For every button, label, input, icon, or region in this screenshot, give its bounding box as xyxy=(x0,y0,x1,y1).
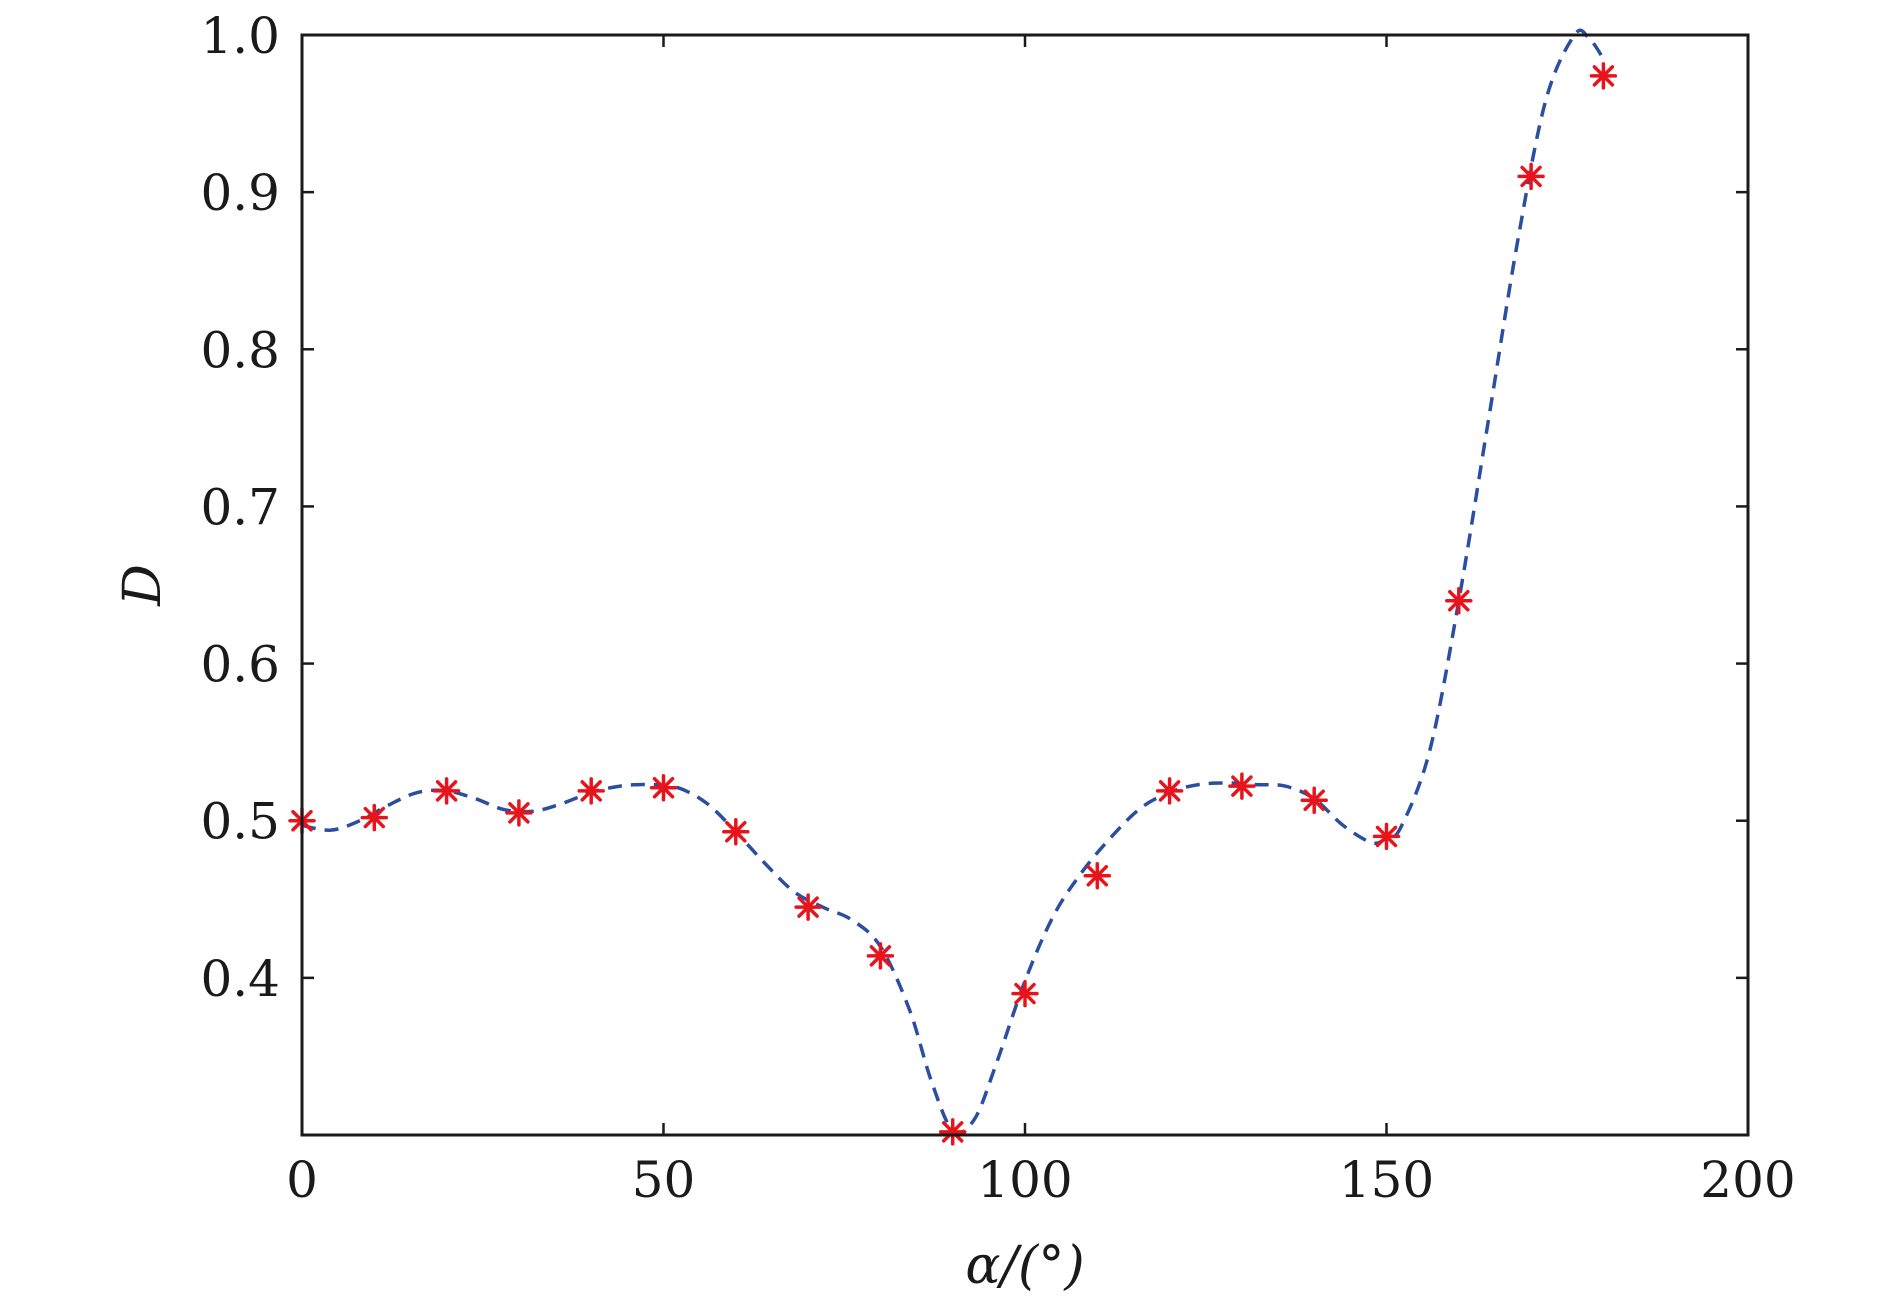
data-point xyxy=(649,773,678,802)
data-point xyxy=(1155,777,1184,805)
x-tick-label: 150 xyxy=(1339,1151,1434,1209)
y-tick-label: 0.7 xyxy=(200,478,280,536)
markers-group xyxy=(288,62,1618,1146)
data-point xyxy=(505,799,533,827)
x-tick-label: 0 xyxy=(286,1151,318,1209)
data-point xyxy=(1011,979,1039,1008)
data-point xyxy=(1589,62,1618,90)
data-point xyxy=(938,1118,967,1146)
data-point xyxy=(1372,822,1401,851)
plot-frame xyxy=(300,33,1750,1137)
ticks-group xyxy=(300,33,1750,1135)
data-point xyxy=(794,893,822,921)
data-point xyxy=(360,803,389,832)
data-point xyxy=(1300,786,1328,815)
data-point xyxy=(1445,586,1473,615)
y-axis-label: D xyxy=(113,564,173,607)
fit-line xyxy=(301,28,1605,1135)
data-point xyxy=(1228,772,1256,800)
data-point xyxy=(1517,162,1545,191)
y-tick-label: 0.6 xyxy=(200,636,280,694)
tick-labels-group: 0 50 100 150 200 0.4 0.5 0.6 0.7 0.8 0.9 1.0 xyxy=(200,7,1795,1209)
y-tick-label: 0.5 xyxy=(200,793,280,851)
x-tick-label: 100 xyxy=(977,1151,1072,1209)
fit-line-group xyxy=(301,28,1605,1135)
data-point xyxy=(432,777,461,805)
y-tick-label: 0.8 xyxy=(200,321,280,379)
y-tick-label: 0.9 xyxy=(200,164,280,222)
data-point xyxy=(1083,861,1112,890)
data-point xyxy=(866,942,895,970)
x-tick-label: 200 xyxy=(1700,1151,1795,1209)
data-point xyxy=(722,817,750,846)
x-tick-label: 50 xyxy=(632,1151,696,1209)
y-tick-label: 1.0 xyxy=(200,7,280,65)
y-tick-label: 0.4 xyxy=(200,950,280,1008)
data-point xyxy=(577,777,605,805)
x-axis-label: α/(°) xyxy=(965,1236,1084,1296)
